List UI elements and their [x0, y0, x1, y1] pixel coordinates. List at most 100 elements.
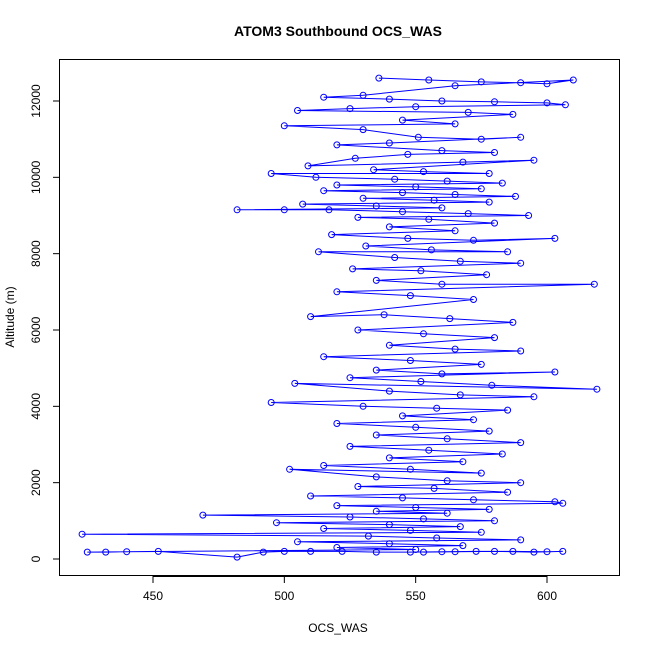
chart-title: ATOM3 Southbound OCS_WAS	[234, 23, 442, 39]
data-point	[459, 542, 467, 550]
data-point	[280, 206, 288, 214]
data-point	[443, 177, 451, 185]
data-point	[354, 483, 362, 490]
data-point	[304, 162, 312, 170]
data-point	[456, 257, 464, 265]
data-point	[404, 150, 412, 158]
data-point	[349, 265, 357, 273]
data-point	[406, 526, 414, 534]
data-point	[425, 446, 433, 454]
data-point	[472, 547, 480, 555]
data-point	[417, 267, 425, 275]
data-point	[333, 288, 341, 296]
y-tick-label: 8000	[29, 240, 43, 267]
data-point	[294, 538, 301, 546]
data-point	[498, 450, 506, 458]
data-point	[391, 175, 399, 183]
data-point	[470, 236, 477, 244]
data-point	[362, 242, 370, 250]
data-point	[333, 181, 341, 189]
data-point	[359, 91, 367, 99]
data-point	[491, 334, 498, 342]
data-point	[530, 393, 538, 401]
data-point	[399, 208, 406, 216]
y-axis: 0 2000 4000 6000 8000 10000 12000	[29, 84, 60, 562]
y-tick-label: 12000	[29, 84, 43, 118]
data-point	[385, 139, 393, 147]
data-point	[417, 378, 425, 385]
data-point	[420, 168, 427, 176]
data-point	[559, 499, 567, 507]
data-point	[420, 515, 427, 523]
data-point	[446, 315, 454, 323]
data-layer	[78, 74, 601, 561]
data-point	[233, 553, 241, 561]
data-point	[385, 95, 393, 103]
data-point	[412, 183, 420, 191]
data-point	[385, 341, 393, 349]
data-point	[83, 548, 91, 556]
data-point	[551, 368, 559, 376]
data-point	[385, 387, 393, 395]
data-point	[491, 149, 498, 156]
data-point	[404, 234, 412, 242]
data-point	[438, 548, 446, 556]
data-point	[477, 360, 485, 368]
data-point	[543, 99, 551, 107]
data-point	[412, 103, 420, 111]
data-point	[464, 108, 472, 116]
data-point	[488, 381, 496, 389]
data-point	[267, 170, 275, 177]
data-point	[477, 528, 485, 536]
data-point	[359, 402, 367, 410]
data-point	[315, 248, 322, 256]
data-point	[509, 547, 517, 555]
data-point	[451, 345, 459, 353]
data-point	[551, 234, 559, 242]
data-point	[338, 547, 346, 555]
data-point	[333, 502, 341, 510]
data-point	[427, 246, 435, 254]
y-tick-label: 2000	[29, 469, 43, 496]
data-point	[517, 479, 525, 487]
data-point	[372, 202, 380, 210]
data-point	[509, 110, 517, 118]
y-tick-label: 10000	[29, 160, 43, 194]
data-point	[391, 254, 399, 261]
data-point	[470, 496, 477, 504]
data-point	[299, 200, 307, 208]
data-point	[320, 462, 328, 469]
data-point	[372, 507, 380, 515]
data-point	[273, 519, 280, 527]
data-point	[294, 107, 301, 114]
data-point	[451, 120, 459, 128]
data-point	[406, 292, 414, 300]
data-point	[320, 187, 328, 195]
data-point	[483, 271, 491, 279]
data-point	[346, 442, 354, 450]
data-point	[517, 439, 525, 447]
data-point	[504, 406, 512, 414]
data-point	[517, 79, 525, 87]
data-point	[307, 547, 315, 555]
data-point	[406, 548, 414, 556]
y-tick-label: 6000	[29, 316, 43, 343]
x-tick-label: 550	[406, 589, 426, 603]
data-point	[420, 330, 427, 338]
data-point	[372, 276, 380, 284]
data-point	[399, 189, 406, 197]
data-point	[593, 385, 601, 393]
data-point	[433, 404, 441, 412]
data-point	[485, 170, 493, 177]
data-point	[291, 379, 299, 387]
data-point	[399, 116, 406, 124]
data-point	[491, 517, 498, 525]
data-point	[477, 469, 485, 477]
data-point	[372, 366, 380, 374]
data-point	[512, 192, 519, 200]
data-point	[456, 523, 464, 531]
data-point	[504, 488, 512, 496]
data-point	[470, 416, 477, 424]
data-point	[517, 347, 525, 355]
data-point	[477, 78, 485, 86]
